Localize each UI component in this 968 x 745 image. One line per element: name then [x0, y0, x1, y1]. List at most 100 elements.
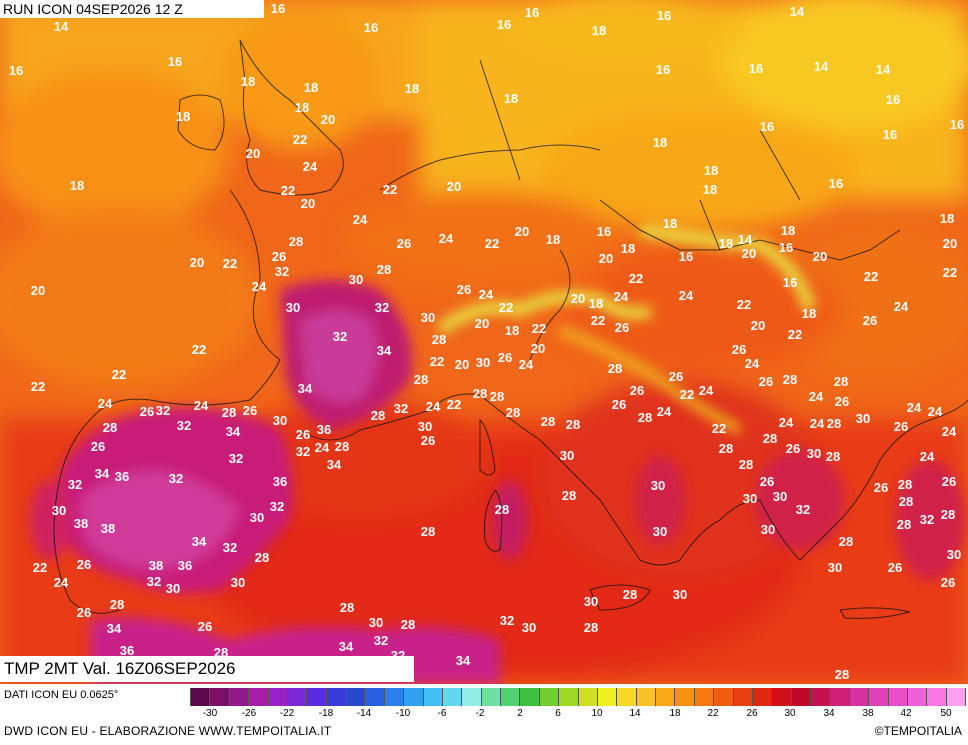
- scale-swatch: [907, 688, 928, 706]
- temperature-label: 26: [760, 474, 774, 489]
- temperature-label: 28: [490, 389, 504, 404]
- temperature-label: 30: [476, 355, 490, 370]
- temperature-label: 28: [941, 507, 955, 522]
- temperature-label: 38: [101, 521, 115, 536]
- temperature-label: 32: [169, 471, 183, 486]
- temperature-label: 30: [418, 419, 432, 434]
- temperature-label: 30: [349, 272, 363, 287]
- temperature-label: 26: [732, 342, 746, 357]
- temperature-label: 16: [497, 17, 511, 32]
- temperature-label: 16: [525, 5, 539, 20]
- temperature-label: 28: [783, 372, 797, 387]
- temperature-label: 22: [430, 354, 444, 369]
- temperature-label: 18: [504, 91, 518, 106]
- temperature-map: 16 16 16 14 14 16 16 18 16 16 18 18 18 16 16 14 14 18 18 18…: [0, 0, 968, 684]
- temperature-label: 30: [421, 310, 435, 325]
- data-source-label: DATI ICON EU 0.0625°: [4, 689, 119, 701]
- run-label: RUN ICON 04SEP2026 12 Z: [0, 0, 264, 18]
- temperature-label: 28: [719, 441, 733, 456]
- temperature-label: 28: [834, 374, 848, 389]
- temperature-label: 24: [745, 356, 760, 371]
- scale-swatch: [462, 688, 482, 706]
- scale-tick-label: -10: [395, 708, 411, 719]
- temperature-label: 18: [176, 109, 190, 124]
- temperature-label: 28: [562, 488, 576, 503]
- temperature-label: 30: [369, 615, 383, 630]
- temperature-label: 26: [874, 480, 888, 495]
- temperature-label: 18: [505, 323, 519, 338]
- temperature-label: 32: [374, 633, 388, 648]
- temperature-label: 26: [888, 560, 902, 575]
- temperature-label: 30: [673, 587, 687, 602]
- scale-tick-label: 22: [707, 708, 719, 719]
- temperature-label: 18: [295, 100, 309, 115]
- temperature-label: 34: [95, 466, 110, 481]
- scale-swatch: [597, 688, 618, 706]
- temperature-label: 28: [421, 524, 435, 539]
- temperature-label: 22: [943, 265, 957, 280]
- temperature-label: 26: [91, 439, 105, 454]
- temperature-label: 22: [591, 313, 605, 328]
- scale-swatch: [675, 688, 695, 706]
- temperature-label: 32: [796, 502, 810, 517]
- temperature-label: 22: [680, 387, 694, 402]
- temperature-label: 34: [226, 424, 241, 439]
- temperature-label: 24: [426, 399, 441, 414]
- temperature-label: 26: [630, 383, 644, 398]
- temperature-label: 32: [223, 540, 237, 555]
- temperature-label: 30: [761, 522, 775, 537]
- temperature-label: 16: [749, 61, 763, 76]
- scale-swatch: [617, 688, 637, 706]
- temperature-label: 28: [340, 600, 354, 615]
- temperature-label: 22: [33, 560, 47, 575]
- temperature-label: 24: [657, 404, 672, 419]
- scale-swatch: [733, 688, 753, 706]
- temperature-label: 18: [241, 74, 255, 89]
- temperature-label: 14: [876, 62, 891, 77]
- scale-tick-label: -18: [318, 708, 334, 719]
- scale-swatch: [287, 688, 308, 706]
- temperature-label: 26: [669, 369, 683, 384]
- scale-swatch: [656, 688, 676, 706]
- temperature-label: 24: [809, 389, 824, 404]
- temperature-label: 24: [928, 404, 943, 419]
- temperature-label: 22: [864, 269, 878, 284]
- temperature-label: 36: [120, 643, 134, 658]
- temperature-labels: 16 16 16 14 14 16 16 18 16 16 18 18 18 16 16 14 14 18 18 18…: [9, 1, 964, 682]
- temperature-label: 28: [623, 587, 637, 602]
- temperature-label: 16: [783, 275, 797, 290]
- temperature-label: 26: [863, 313, 877, 328]
- temperature-label: 32: [156, 403, 170, 418]
- scale-swatch: [423, 688, 443, 706]
- temperature-label: 18: [621, 241, 635, 256]
- temperature-label: 28: [495, 502, 509, 517]
- scale-swatch: [210, 688, 230, 706]
- temperature-label: 38: [149, 558, 163, 573]
- scale-swatch: [481, 688, 501, 706]
- temperature-label: 34: [377, 343, 392, 358]
- temperature-label: 14: [738, 232, 753, 247]
- brand-label: ©TEMPOITALIA: [874, 724, 962, 738]
- scale-swatch: [752, 688, 773, 706]
- temperature-label: 28: [289, 234, 303, 249]
- temperature-label: 28: [473, 386, 487, 401]
- temperature-label: 32: [375, 300, 389, 315]
- scale-swatch: [404, 688, 424, 706]
- temperature-label: 24: [920, 449, 935, 464]
- temperature-label: 24: [942, 424, 957, 439]
- temperature-label: 30: [231, 575, 245, 590]
- temperature-label: 30: [250, 510, 264, 525]
- temperature-label: 20: [301, 196, 315, 211]
- temperature-label: 32: [270, 499, 284, 514]
- temperature-label: 26: [759, 374, 773, 389]
- scale-swatch: [346, 688, 366, 706]
- scale-swatch: [501, 688, 521, 706]
- temperature-label: 30: [651, 478, 665, 493]
- scale-swatch: [229, 688, 250, 706]
- temperature-label: 34: [339, 639, 354, 654]
- scale-tick-label: -2: [475, 708, 485, 719]
- temperature-label: 28: [835, 667, 849, 682]
- temperature-label: 16: [597, 224, 611, 239]
- scale-tick-label: 14: [629, 708, 641, 719]
- temperature-label: 28: [432, 332, 446, 347]
